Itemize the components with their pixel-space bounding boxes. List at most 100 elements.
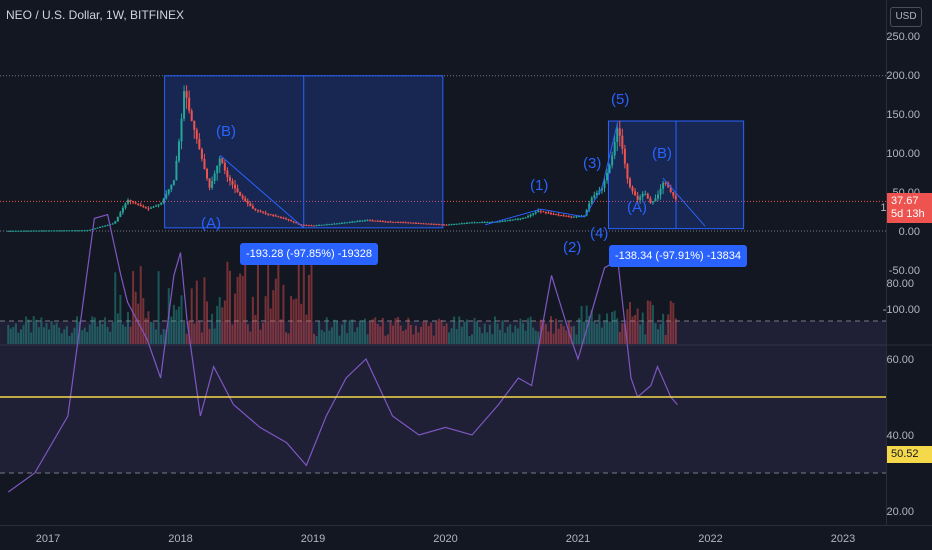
measure-label-2021[interactable]: -138.34 (-97.91%) -13834 [609, 245, 747, 267]
candle-body [437, 224, 440, 226]
volume-bar [330, 327, 333, 344]
candle-body [14, 230, 17, 232]
candle-body [272, 214, 275, 216]
volume-bar [65, 326, 68, 344]
volume-bar [290, 296, 293, 344]
candle-body [376, 220, 379, 222]
candle-body [45, 230, 48, 232]
candle-body [42, 230, 45, 232]
currency-button[interactable]: USD [890, 7, 922, 27]
volume-bar [172, 304, 175, 344]
candle-body [521, 218, 524, 220]
candle-body [616, 128, 619, 142]
volume-bar [613, 310, 616, 344]
candle-body [200, 149, 203, 159]
candle-body [430, 223, 433, 225]
volume-bar [389, 321, 392, 344]
candle-body [65, 230, 68, 232]
candle-body [659, 188, 662, 195]
candle-body [310, 225, 313, 227]
volume-bar [86, 331, 89, 344]
candle-body [165, 193, 168, 199]
volume-bar [404, 329, 407, 344]
candle-body [104, 225, 107, 227]
candle-body [593, 195, 596, 198]
volume-bar [529, 316, 532, 344]
volume-bar [437, 318, 440, 344]
candle-body [183, 91, 186, 119]
candle-body [17, 230, 20, 232]
candle-body [603, 180, 606, 188]
volume-bar [48, 329, 51, 344]
candle-body [137, 203, 140, 205]
volume-bar [244, 261, 247, 344]
wave-label: (A) [201, 215, 221, 232]
volume-bar [488, 324, 491, 344]
candle-body [244, 198, 247, 201]
candle-body [445, 224, 448, 226]
candle-body [226, 170, 229, 178]
candle-body [190, 110, 193, 121]
candle-body [583, 215, 586, 217]
candle-body [251, 206, 254, 209]
candle-body [634, 191, 637, 196]
volume-bar [193, 323, 196, 344]
candle-body [412, 222, 415, 224]
candle-body [86, 230, 89, 232]
volume-bar [547, 331, 550, 344]
volume-bar [371, 319, 374, 344]
candle-body [361, 220, 364, 222]
wave-label: (B) [652, 145, 672, 162]
volume-bar [634, 314, 637, 344]
candle-body [600, 187, 603, 191]
volume-bar [590, 309, 593, 344]
volume-bar [674, 318, 677, 344]
volume-bar [98, 320, 101, 344]
candle-body [19, 230, 22, 232]
candle-body [216, 165, 219, 174]
volume-bar [101, 324, 104, 344]
candle-body [529, 214, 532, 217]
candle-body [478, 222, 481, 224]
volume-bar [430, 322, 433, 344]
candle-body [50, 230, 53, 232]
candle-body [562, 215, 565, 217]
measure-label-2018[interactable]: -193.28 (-97.85%) -19328 [240, 243, 378, 265]
volume-bar [580, 305, 583, 344]
candle-body [236, 188, 239, 193]
candle-body [106, 224, 109, 226]
volume-bar [335, 320, 338, 344]
candle-body [669, 187, 672, 192]
candle-body [81, 230, 84, 232]
volume-bar [216, 305, 219, 344]
candle-body [672, 192, 675, 196]
volume-bar [608, 321, 611, 344]
volume-bar [583, 321, 586, 344]
candle-body [129, 200, 132, 202]
volume-bar [195, 280, 198, 344]
volume-bar [264, 296, 267, 344]
candle-body [213, 173, 216, 181]
volume-bar [313, 333, 316, 344]
volume-bar [226, 261, 229, 344]
candle-body [557, 214, 560, 216]
candle-body [628, 178, 631, 187]
candle-body [264, 212, 267, 214]
volume-bar [88, 324, 91, 344]
volume-bar [19, 329, 22, 344]
volume-bar [343, 319, 346, 344]
wave-label: (A) [627, 199, 647, 216]
candle-body [116, 216, 119, 222]
volume-bar [628, 302, 631, 344]
volume-bar [386, 334, 389, 344]
volume-bar [111, 322, 114, 344]
rsi-axis-tick: 40.00 [886, 430, 914, 442]
candle-body [315, 225, 318, 227]
candle-body [78, 230, 81, 232]
volume-bar [422, 321, 425, 344]
volume-bar [537, 331, 540, 344]
wave-label: (3) [583, 155, 601, 172]
candle-body [636, 195, 639, 200]
candle-body [481, 222, 484, 224]
